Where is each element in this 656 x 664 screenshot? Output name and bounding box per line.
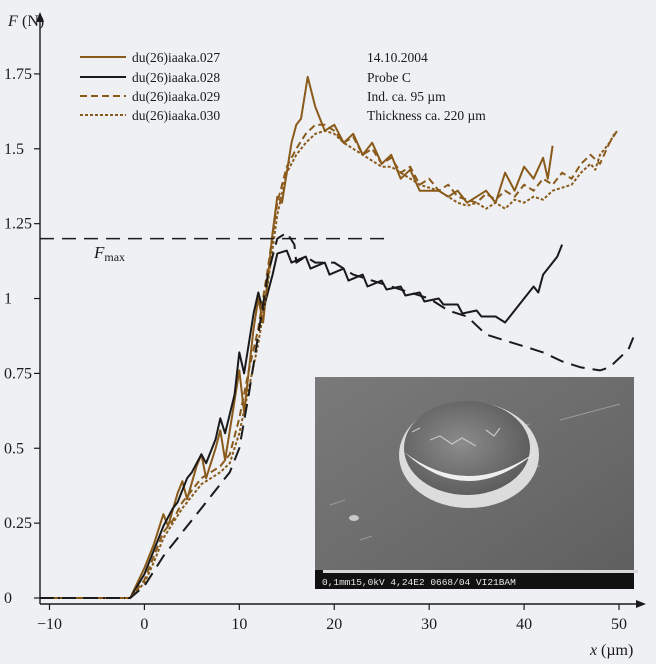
note-thickness: Thickness ca. 220 µm xyxy=(367,108,486,123)
legend-label-028: du(26)iaaka.028 xyxy=(132,70,220,85)
x-axis-unit: (µm) xyxy=(601,642,633,659)
y-tick-label: 1.25 xyxy=(4,216,32,233)
x-axis-var: x xyxy=(589,642,597,659)
x-tick-label: 30 xyxy=(421,616,437,633)
sem-hole-inner-wall xyxy=(404,452,536,481)
y-tick-label: 1 xyxy=(4,291,12,308)
series-layer xyxy=(40,75,635,599)
y-tick-label: 0.5 xyxy=(4,440,24,457)
y-tick-label: 1.75 xyxy=(4,66,32,83)
y-tick-label: 0.75 xyxy=(4,365,32,382)
sem-caption: 0,1mm15,0kV 4,24E2 0668/04 VI21BAM xyxy=(322,577,516,588)
tick-layer: −10 0 10 20 30 40 50 0 0.25 0.5 0.75 1 1.25 1.5 1.75 xyxy=(4,66,627,633)
note-date: 14.10.2004 xyxy=(367,50,428,65)
x-tick-label: 40 xyxy=(516,616,532,633)
sem-databar xyxy=(315,570,634,589)
legend-label-027: du(26)iaaka.027 xyxy=(132,50,220,65)
x-axis-arrow xyxy=(636,600,646,608)
note-indent: Ind. ca. 95 µm xyxy=(367,89,446,104)
x-tick-label: 20 xyxy=(326,616,342,633)
series-line-5 xyxy=(40,231,635,599)
x-tick-label: 0 xyxy=(140,616,148,633)
y-tick-label: 1.5 xyxy=(4,141,24,158)
fmax-label: Fmax xyxy=(93,243,125,264)
y-tick-label: 0.25 xyxy=(4,515,32,532)
sem-inset: 0,1mm15,0kV 4,24E2 0668/04 VI21BAM xyxy=(315,377,638,589)
x-tick-label: −10 xyxy=(37,616,62,633)
x-tick-label: 10 xyxy=(231,616,247,633)
legend-label-030: du(26)iaaka.030 xyxy=(132,108,220,123)
note-probe: Probe C xyxy=(367,70,411,85)
legend-label-029: du(26)iaaka.029 xyxy=(132,89,220,104)
sem-scale-bar xyxy=(323,570,638,573)
series-line-1 xyxy=(40,75,554,599)
fmax-subscript: max xyxy=(104,250,125,264)
series-line-2 xyxy=(40,244,564,599)
series-line-4 xyxy=(40,129,616,599)
sem-debris xyxy=(411,427,501,447)
axes xyxy=(36,12,646,608)
y-axis-arrow xyxy=(36,12,44,22)
sem-particle xyxy=(349,515,359,521)
x-tick-label: 50 xyxy=(611,616,627,633)
y-axis-unit: (N) xyxy=(22,13,44,30)
notes-block: 14.10.2004 Probe C Ind. ca. 95 µm Thickn… xyxy=(367,50,486,123)
y-tick-label: 0 xyxy=(4,590,12,607)
legend: du(26)iaaka.027 du(26)iaaka.028 du(26)ia… xyxy=(80,50,220,123)
y-axis-var: F xyxy=(7,13,18,30)
